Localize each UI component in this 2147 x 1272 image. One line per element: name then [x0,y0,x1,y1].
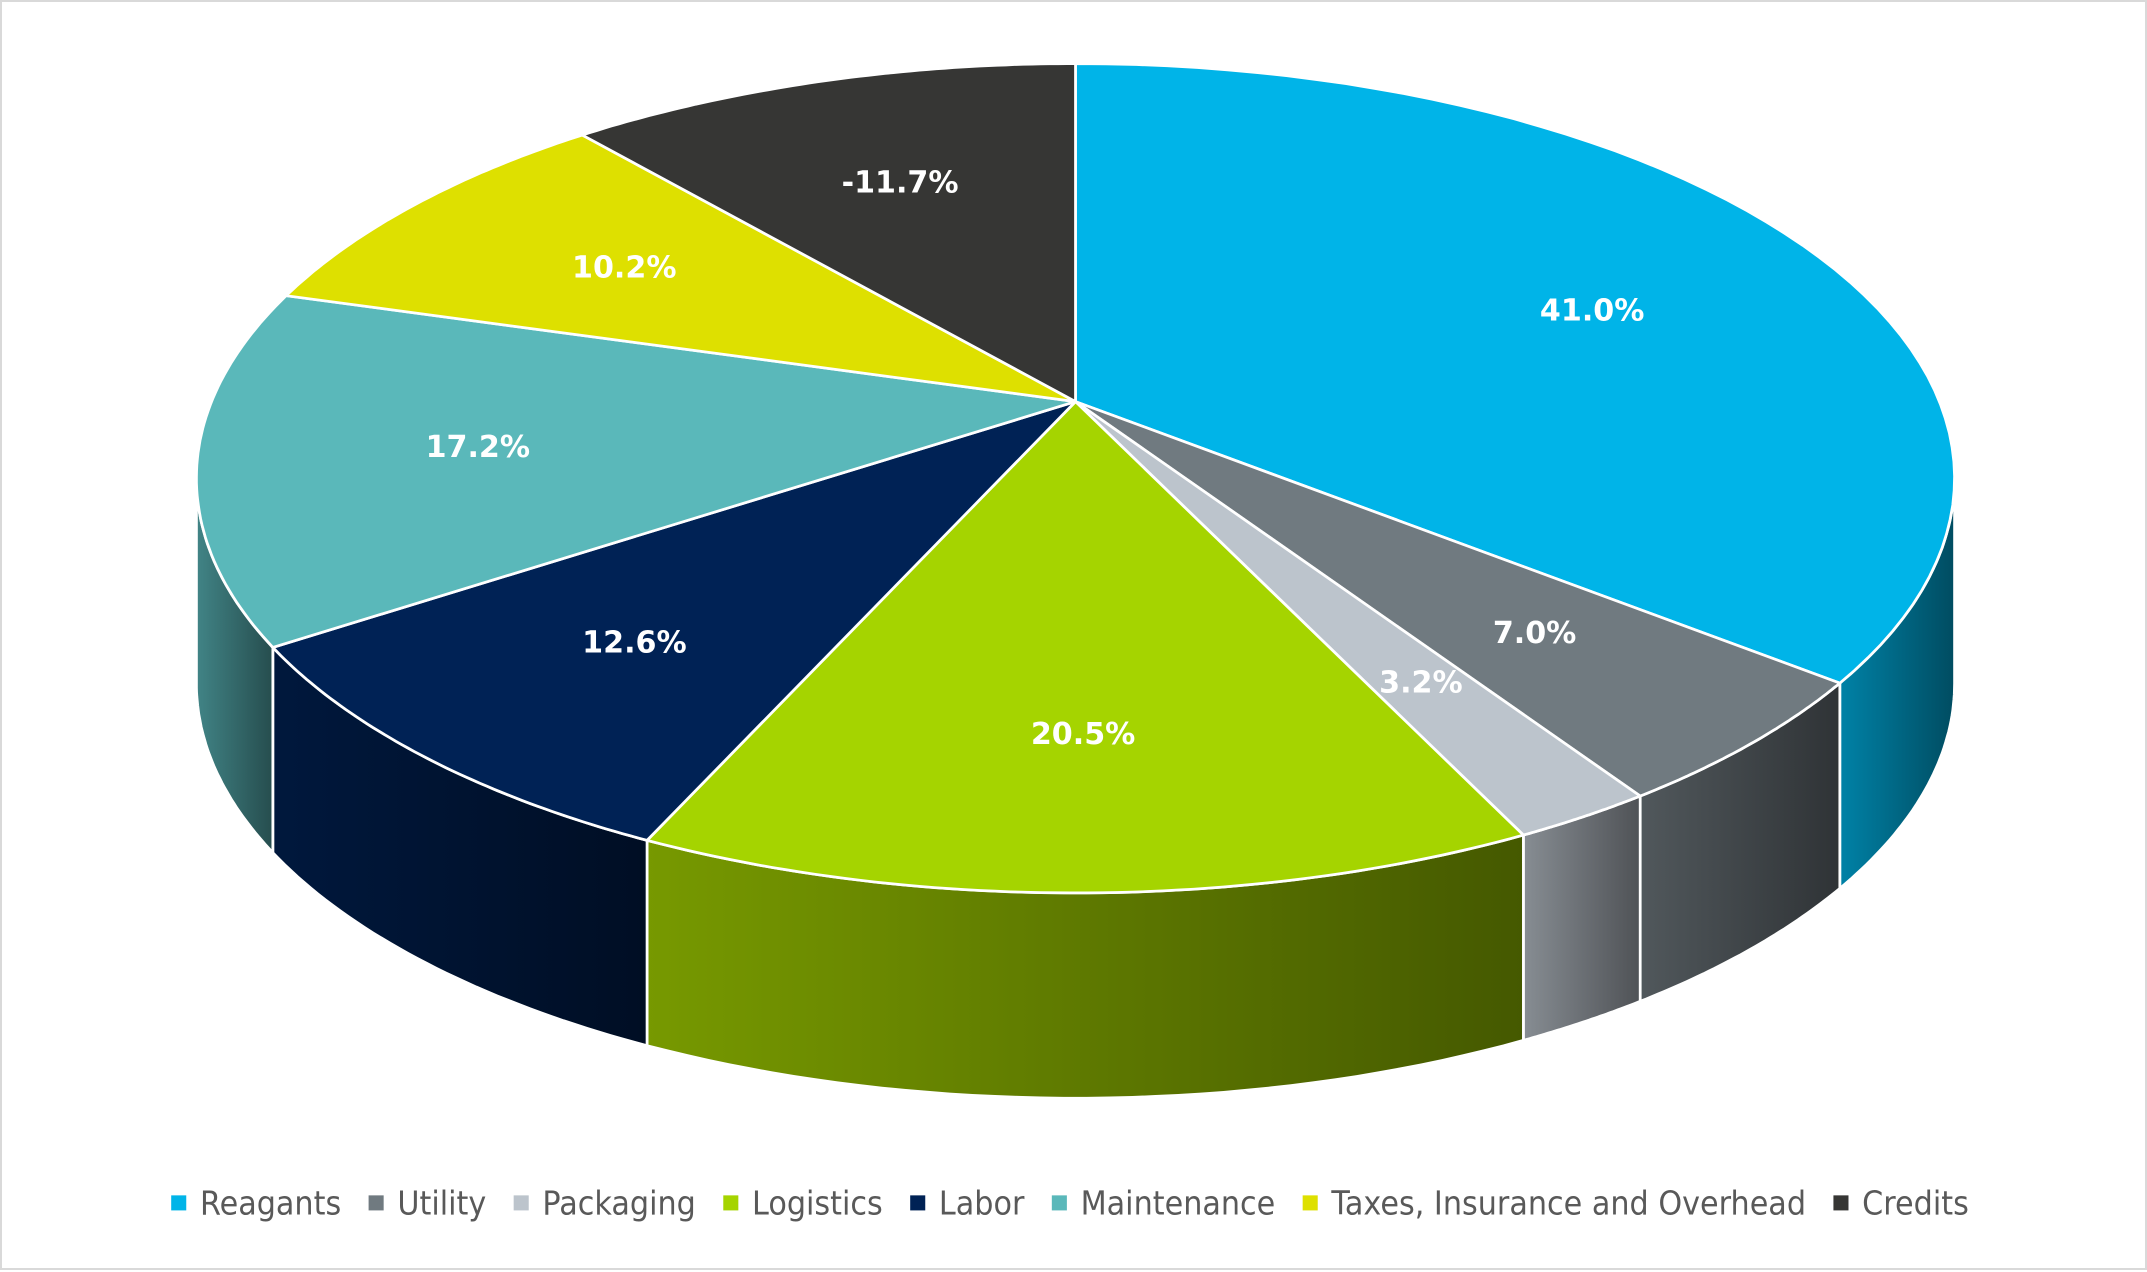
legend-label: Logistics [752,1184,883,1222]
legend-label: Packaging [542,1184,695,1222]
slice-maintenance[interactable] [195,294,1076,649]
legend-item-taxes-insurance-and-overhead[interactable]: Taxes, Insurance and Overhead [1302,1184,1806,1222]
slice-labor[interactable] [270,400,1077,842]
slice-logistics[interactable] [644,399,1527,895]
slice-utility[interactable] [1074,400,1843,798]
slice-reagants[interactable] [1074,62,1956,685]
legend-item-utility[interactable]: Utility [368,1184,487,1222]
legend-item-reagants[interactable]: Reagants [171,1184,341,1222]
data-label-credits: -11.7% [842,166,959,201]
legend-item-packaging[interactable]: Packaging [513,1184,696,1222]
legend-swatch [910,1195,926,1211]
slice-credits[interactable] [578,62,1077,404]
legend-label: Reagants [200,1184,341,1222]
legend-label: Labor [939,1184,1025,1222]
legend-label: Credits [1862,1184,1969,1222]
data-label-reagants: 41.0% [1540,293,1644,328]
data-label-taxes-insurance-and-overhead: 10.2% [572,250,676,285]
wall-packaging [1522,794,1642,1043]
legend-label: Utility [397,1184,486,1222]
legend-item-logistics[interactable]: Logistics [723,1184,883,1222]
legend-swatch [1302,1195,1318,1211]
legend-label: Maintenance [1081,1184,1276,1222]
legend-item-credits[interactable]: Credits [1833,1184,1969,1222]
legend-swatch [723,1195,739,1211]
slice-packaging[interactable] [1074,400,1644,837]
slice-taxes-insurance-and-overhead[interactable] [283,133,1077,403]
legend-swatch [513,1195,529,1211]
data-label-utility: 7.0% [1493,616,1577,651]
legend-item-labor[interactable]: Labor [910,1184,1025,1222]
data-label-maintenance: 17.2% [426,430,530,465]
legend-swatch [1051,1195,1067,1211]
legend-swatch [171,1195,187,1211]
data-label-logistics: 20.5% [1031,717,1135,752]
legend-swatch [1833,1195,1849,1211]
legend-item-maintenance[interactable]: Maintenance [1051,1184,1276,1222]
legend-swatch [368,1195,384,1211]
data-label-packaging: 3.2% [1379,665,1463,700]
data-label-labor: 12.6% [582,626,686,661]
legend-label: Taxes, Insurance and Overhead [1330,1184,1806,1222]
